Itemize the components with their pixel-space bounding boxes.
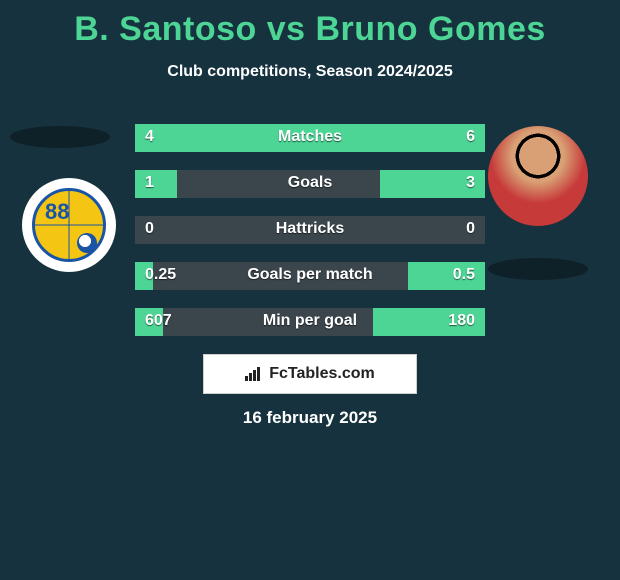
page-title: B. Santoso vs Bruno Gomes [0, 0, 620, 49]
club-number: 88 [45, 199, 69, 225]
stat-row-hattricks: 0Hattricks0 [135, 216, 485, 244]
stat-right-value: 6 [466, 128, 475, 146]
stat-label: Hattricks [135, 220, 485, 238]
stat-row-matches: 4Matches6 [135, 124, 485, 152]
brand-text: FcTables.com [269, 365, 375, 383]
brand-badge[interactable]: FcTables.com [203, 354, 417, 394]
football-icon [77, 233, 97, 253]
stat-label: Matches [135, 128, 485, 146]
stat-right-value: 0 [466, 220, 475, 238]
club-badge-icon: 88 [32, 188, 106, 262]
stat-label: Min per goal [135, 312, 485, 330]
stat-label: Goals per match [135, 266, 485, 284]
stat-row-min-per-goal: 607Min per goal180 [135, 308, 485, 336]
comparison-bars: 4Matches6 1Goals3 0Hattricks0 0.25Goals per… [135, 124, 485, 354]
stat-row-goals-per-match: 0.25Goals per match0.5 [135, 262, 485, 290]
stat-right-value: 0.5 [453, 266, 475, 284]
stat-label: Goals [135, 174, 485, 192]
bar-chart-icon [245, 367, 263, 381]
page-subtitle: Club competitions, Season 2024/2025 [0, 63, 620, 81]
player-left-shadow [10, 126, 110, 148]
stat-right-value: 180 [448, 312, 475, 330]
footer-date: 16 february 2025 [0, 408, 620, 428]
player-left-club-logo: 88 [22, 178, 116, 272]
stat-row-goals: 1Goals3 [135, 170, 485, 198]
stat-right-value: 3 [466, 174, 475, 192]
player-right-shadow [488, 258, 588, 280]
player-right-avatar [488, 126, 588, 226]
